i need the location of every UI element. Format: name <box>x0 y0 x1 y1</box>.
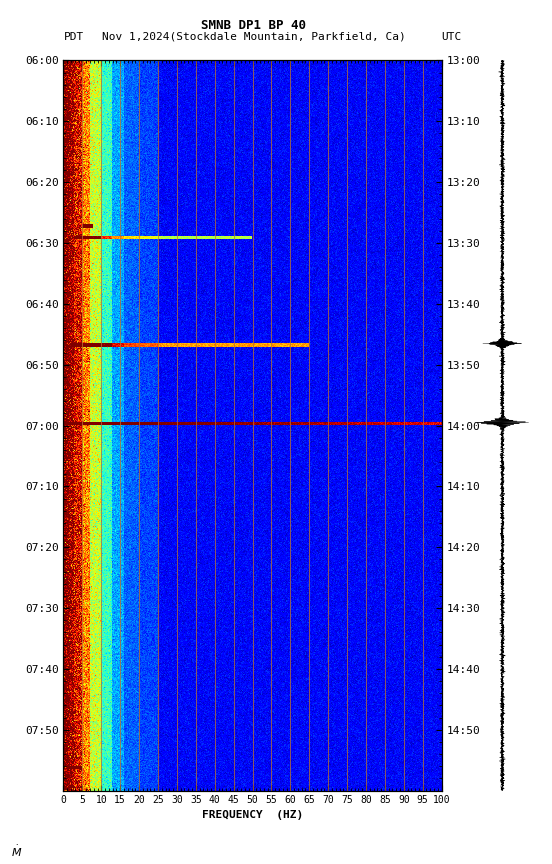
Text: SMNB DP1 BP 40: SMNB DP1 BP 40 <box>201 19 306 32</box>
Text: PDT: PDT <box>63 32 84 42</box>
Text: $\mathit{\dot{M}}$: $\mathit{\dot{M}}$ <box>11 844 22 859</box>
Text: Nov 1,2024(Stockdale Mountain, Parkfield, Ca): Nov 1,2024(Stockdale Mountain, Parkfield… <box>102 32 406 42</box>
X-axis label: FREQUENCY  (HZ): FREQUENCY (HZ) <box>202 810 303 820</box>
Text: UTC: UTC <box>442 32 462 42</box>
